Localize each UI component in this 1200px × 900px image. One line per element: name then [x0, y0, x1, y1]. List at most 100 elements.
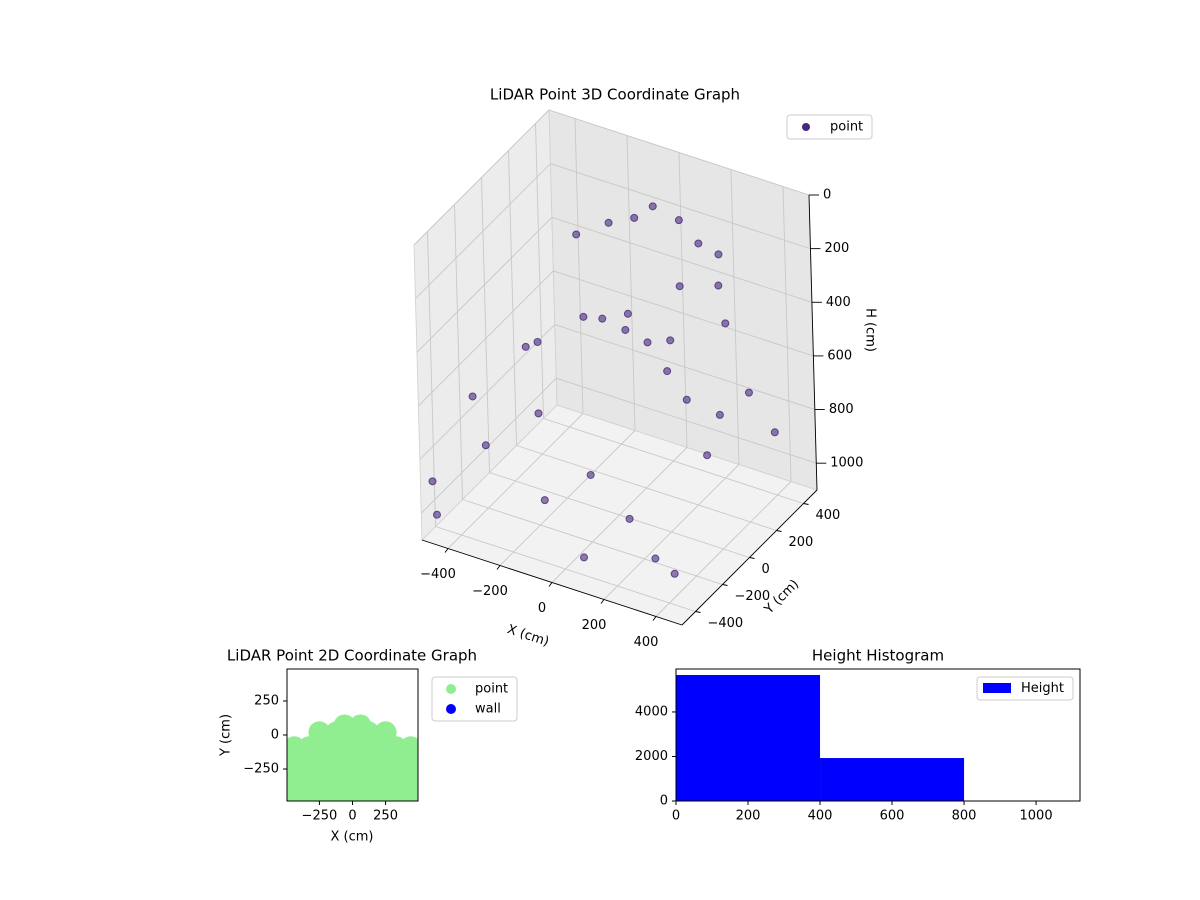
tick-mark [548, 582, 553, 587]
point [586, 470, 595, 479]
point [621, 325, 630, 334]
grid-line [543, 418, 804, 504]
legend-marker [983, 683, 1011, 693]
point [399, 736, 418, 759]
point [540, 496, 549, 505]
point [623, 309, 632, 318]
x-axis-label: X (cm) [505, 622, 551, 650]
y-tick-label: 0 [762, 562, 770, 577]
grid-line [553, 270, 814, 357]
x-axis-line [421, 539, 683, 626]
x-tick-label: 250 [373, 809, 398, 824]
point [432, 510, 441, 519]
plot-area [676, 675, 1080, 801]
point [714, 281, 723, 290]
point [481, 441, 490, 450]
x-tick-label: −400 [420, 567, 456, 582]
point [399, 767, 418, 790]
title: LiDAR Point 2D Coordinate Graph [227, 647, 477, 665]
grid-line [435, 526, 696, 612]
x-tick-label: 800 [952, 809, 977, 824]
z-tick-label: 1000 [830, 456, 863, 471]
point [630, 213, 639, 222]
tick-mark [496, 565, 501, 570]
grid-line [535, 123, 544, 419]
y-tick-label: −400 [708, 616, 744, 631]
grid-line [516, 445, 777, 531]
y-tick-label: 2000 [635, 749, 668, 764]
point [670, 569, 679, 578]
legend-box [786, 114, 873, 140]
tick-mark [722, 584, 728, 586]
tick-mark [695, 611, 701, 613]
y-tick-label: 0 [660, 794, 668, 809]
tick-mark [803, 503, 809, 505]
axes-frame [675, 668, 1081, 802]
point [770, 428, 779, 437]
x-tick-label: −200 [472, 584, 508, 599]
grid-line [418, 270, 554, 407]
z-axis-label: H (cm) [863, 308, 878, 352]
point [715, 410, 724, 419]
legend-marker [446, 704, 456, 714]
legend-label: point [475, 682, 508, 697]
z-tick-label: 0 [823, 188, 831, 203]
point [721, 319, 730, 328]
point [333, 714, 356, 737]
point [579, 312, 588, 321]
tick-mark [444, 548, 449, 553]
z-tick-label: 400 [826, 295, 851, 310]
tick-mark [749, 557, 755, 559]
x-tick-label: 0 [672, 809, 680, 824]
z-axis-line [808, 194, 818, 491]
grid-line [416, 216, 553, 353]
grid-line [574, 118, 584, 414]
z-tick-label: 800 [829, 402, 854, 417]
y-tick-label: 4000 [635, 704, 668, 719]
legend-label: Height [1021, 681, 1064, 696]
point [648, 202, 657, 211]
grid-line [415, 163, 551, 299]
x-tick-label: 0 [538, 601, 546, 616]
y-axis-label: Y (cm) [219, 714, 234, 757]
point [521, 342, 530, 351]
grid-line [782, 186, 792, 482]
x-tick-label: 400 [808, 809, 833, 824]
point [580, 553, 589, 562]
x-tick-label: 200 [582, 618, 607, 633]
point [674, 216, 683, 225]
grid-line [626, 135, 636, 431]
plot-area [287, 714, 418, 801]
point [534, 409, 543, 418]
x-tick-label: −250 [302, 809, 338, 824]
bar [820, 758, 965, 801]
grid-line [413, 109, 550, 246]
grid-line [454, 204, 463, 500]
point [604, 218, 613, 227]
legend-marker [446, 684, 456, 694]
grid-line [551, 216, 813, 303]
grid-line [462, 499, 723, 585]
grid-line [427, 231, 436, 527]
grid-line [550, 163, 811, 250]
x-axis-label: X (cm) [331, 830, 374, 845]
point [703, 451, 712, 460]
point [682, 395, 691, 404]
point [675, 282, 684, 291]
y-tick-label: 200 [789, 535, 814, 550]
point [533, 338, 542, 346]
point [572, 230, 581, 239]
point [468, 392, 477, 401]
legend-box [976, 676, 1074, 701]
point [666, 336, 675, 345]
x-tick-label: 0 [348, 809, 356, 824]
x-tick-label: 200 [736, 809, 761, 824]
point [651, 554, 660, 563]
point [643, 338, 652, 347]
title: Height Histogram [812, 647, 944, 665]
point [374, 721, 397, 744]
legend-label: point [830, 120, 863, 135]
point [694, 239, 703, 248]
y-tick-label: 250 [254, 693, 279, 708]
